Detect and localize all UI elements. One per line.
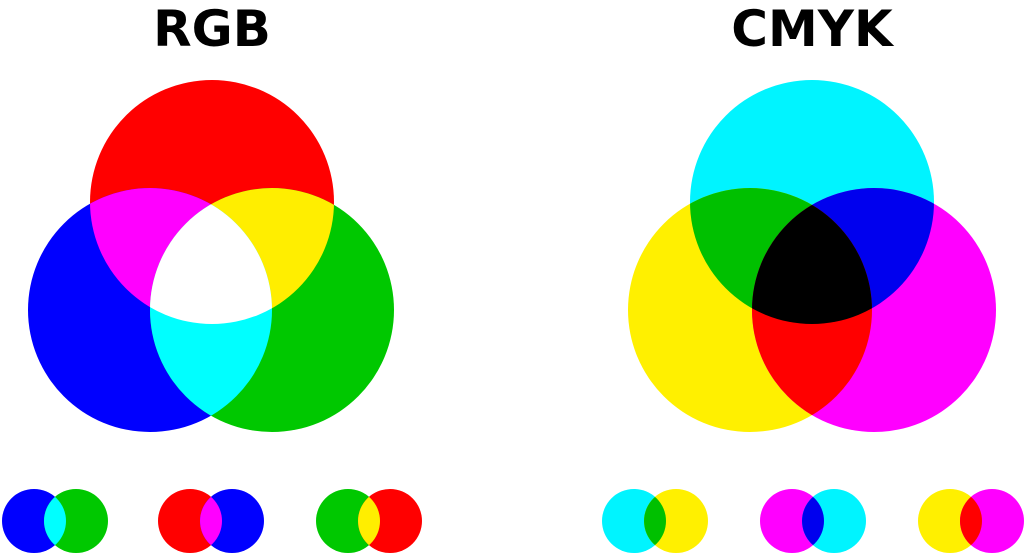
pair-overlap bbox=[44, 489, 66, 553]
pair-example bbox=[2, 489, 108, 553]
rgb-title: RGB bbox=[153, 0, 271, 58]
cmyk-title: CMYK bbox=[731, 0, 895, 58]
pair-example bbox=[316, 489, 422, 553]
pair-overlap-clip bbox=[644, 489, 666, 553]
pair-mix-examples bbox=[2, 489, 1024, 553]
pair-overlap bbox=[644, 489, 666, 553]
pair-overlap-clip bbox=[358, 489, 380, 553]
pair-overlap-clip bbox=[960, 489, 982, 553]
rgb-additive-diagram bbox=[28, 80, 394, 432]
pair-overlap bbox=[358, 489, 380, 553]
cmyk-subtractive-diagram bbox=[628, 80, 996, 432]
pair-overlap bbox=[960, 489, 982, 553]
pair-overlap-clip bbox=[200, 489, 222, 553]
pair-example bbox=[918, 489, 1024, 553]
pair-example bbox=[158, 489, 264, 553]
pair-example bbox=[760, 489, 866, 553]
pair-overlap bbox=[802, 489, 824, 553]
pair-overlap bbox=[200, 489, 222, 553]
pair-overlap-clip bbox=[802, 489, 824, 553]
pair-example bbox=[602, 489, 708, 553]
pair-overlap-clip bbox=[44, 489, 66, 553]
